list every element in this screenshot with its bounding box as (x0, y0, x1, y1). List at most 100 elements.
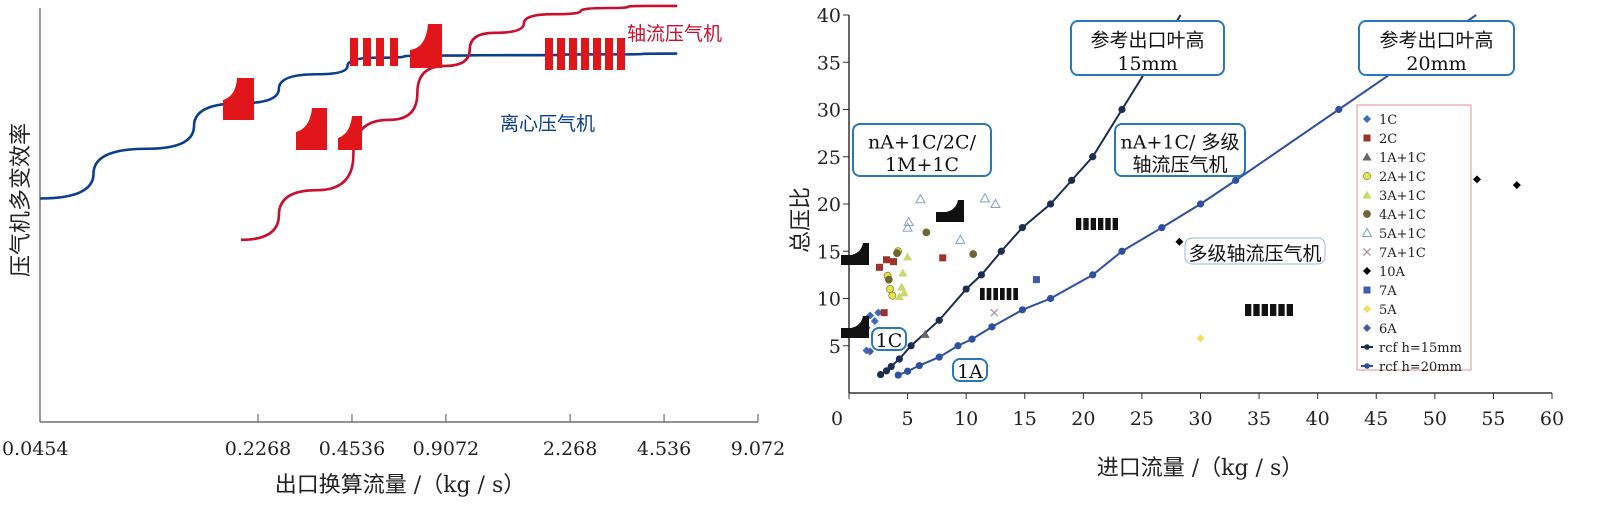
legend: 1C 2C 1A+1C 2A+1C 3A+1C 4A+1C 5A+1C 7A+1C 10A 7A 5… (1356, 104, 1472, 375)
x-axis-label: 出口换算流量 /（kg / s） (275, 473, 526, 498)
data-point (1118, 105, 1126, 114)
data-point (882, 367, 891, 375)
data-point (888, 291, 897, 300)
data-point (1018, 224, 1027, 232)
data-point (1089, 153, 1097, 161)
data-point (954, 342, 962, 350)
y-tick-label: 10 (817, 289, 841, 311)
axial-blade-icon (581, 38, 589, 70)
data-point (1196, 200, 1205, 208)
centrifugal-impeller-icon (410, 24, 442, 68)
annotation-box (871, 327, 907, 351)
data-point (1032, 276, 1040, 284)
axial-stage-icon (993, 288, 998, 300)
data-point (886, 285, 894, 293)
data-point (877, 370, 885, 379)
data-point (897, 282, 907, 291)
y-tick-label: 25 (817, 147, 841, 169)
data-point (935, 353, 943, 361)
data-point (1046, 294, 1055, 303)
data-point (968, 335, 976, 343)
x-tick-label: 60 (1540, 408, 1564, 430)
data-point (1118, 247, 1126, 255)
annotation-text: nA+1C/ 多级 (1121, 132, 1240, 154)
legend-swatch (1363, 305, 1371, 313)
y-tick-label: 15 (817, 241, 841, 263)
data-point (866, 347, 875, 356)
data-point (874, 308, 883, 317)
axial-stage-icon (1270, 304, 1277, 316)
legend-label: 3A+1C (1379, 189, 1426, 204)
data-point (954, 234, 966, 244)
axial-stage-icon (1253, 304, 1260, 316)
data-point (1046, 200, 1055, 208)
data-point (1335, 105, 1343, 114)
axial-stage-icon (1286, 304, 1293, 316)
annotation-text: 1C (876, 330, 903, 352)
axial-blade-icon (569, 38, 577, 70)
annotation-text: 参考出口叶高 (1379, 29, 1493, 51)
compressor-silhouette-icon (841, 316, 869, 338)
axial-stage-icon (1278, 304, 1285, 316)
axial-blade-icon (363, 38, 371, 66)
data-point (988, 323, 996, 331)
annotation-box (1070, 20, 1225, 76)
x-tick-label: 0 (831, 408, 843, 430)
compressor-silhouette-icon (841, 243, 869, 265)
x-tick-label: 30 (1188, 408, 1212, 430)
data-point (1473, 175, 1482, 184)
data-point (990, 308, 999, 317)
axial-blade-icon (390, 38, 398, 66)
legend-label: 5A+1C (1379, 227, 1426, 242)
data-point (977, 271, 985, 279)
legend-label: 10A (1379, 265, 1406, 280)
axial-blade-icon (376, 38, 384, 66)
x-tick-label: 9.072 (731, 438, 785, 460)
axial-stage-icon (1105, 218, 1111, 230)
legend-swatch (1361, 227, 1373, 237)
y-tick-label: 5 (829, 336, 841, 358)
axial-compressor-label: 轴流压气机 (627, 23, 722, 45)
axial-stage-icon (1090, 218, 1096, 230)
legend-label: 4A+1C (1379, 208, 1426, 223)
y-tick-label: 20 (817, 194, 841, 216)
y-tick-label: 30 (817, 100, 841, 122)
annotation-text: 20mm (1406, 53, 1466, 75)
x-tick-label: 45 (1364, 408, 1388, 430)
legend-label: rcf h=20mm (1379, 360, 1462, 375)
centrifugal-compressor-label: 离心压气机 (500, 113, 595, 135)
x-tick-label: 0.2268 (225, 438, 291, 460)
legend-label: 2A+1C (1379, 170, 1426, 185)
compressor-silhouette-icon (936, 200, 964, 222)
annotation-text: 轴流压气机 (1132, 154, 1227, 176)
x-tick-label: 2.268 (543, 438, 597, 460)
x-tick-label: 0.0454 (2, 438, 68, 460)
annotation-box (1184, 237, 1326, 265)
data-point (1175, 237, 1184, 246)
y-axis-label: 压气机多变效率 (9, 123, 34, 277)
axial-stage-icon (1245, 304, 1252, 316)
legend-swatch (1363, 172, 1371, 180)
legend-swatch (1364, 344, 1370, 350)
legend-swatch (1363, 324, 1371, 332)
data-point (895, 355, 903, 363)
data-point (1232, 176, 1240, 184)
data-point (903, 216, 915, 226)
legend-label: rcf h=15mm (1379, 341, 1462, 356)
axial-blade-icon (545, 38, 553, 70)
data-point (915, 361, 923, 370)
x-axis-label: 进口流量 /（kg / s） (1097, 456, 1304, 481)
legend-label: 2C (1379, 132, 1397, 147)
data-point (962, 285, 970, 293)
legend-label: 7A (1379, 284, 1397, 299)
legend-swatch (1364, 363, 1370, 369)
data-point (898, 268, 908, 277)
axial-blade-icon (350, 38, 358, 66)
x-tick-label: 25 (1130, 408, 1154, 430)
data-point (915, 193, 926, 204)
axial-blade-icon (557, 38, 565, 70)
data-point (939, 254, 947, 262)
data-point (969, 250, 978, 258)
legend-label: 1C (1379, 113, 1397, 128)
